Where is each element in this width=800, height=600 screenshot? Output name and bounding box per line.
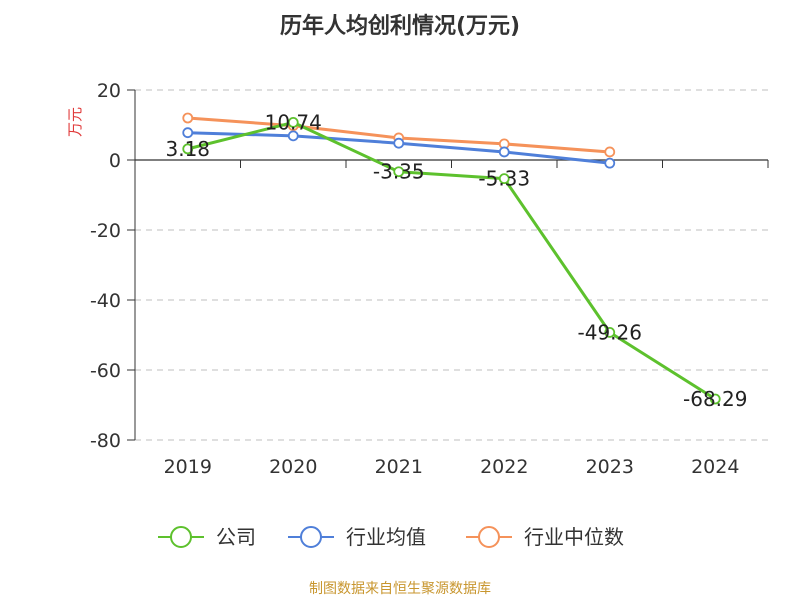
y-tick-label: 20	[97, 80, 121, 102]
series-line-0	[187, 120, 717, 401]
data-point	[604, 157, 616, 169]
data-point	[604, 327, 616, 338]
data-point	[182, 127, 194, 139]
data-point	[287, 130, 299, 142]
data-point	[393, 137, 405, 149]
data-label: 3.18	[165, 137, 210, 161]
x-tick-label: 2022	[480, 456, 528, 478]
legend-swatch-marker	[478, 526, 500, 548]
chart-title: 历年人均创利情况(万元)	[279, 14, 521, 39]
data-point	[498, 173, 510, 185]
y-tick-label: -60	[90, 360, 121, 382]
legend-swatch-marker	[300, 526, 322, 548]
data-point	[182, 143, 194, 155]
data-point	[604, 146, 616, 158]
y-tick-label: -40	[90, 290, 121, 312]
legend-swatch-marker	[170, 526, 192, 548]
x-tick-label: 2020	[269, 456, 317, 478]
data-labels: 3.18 10.74 -3.35 -5.33 -49.26 -68.29	[165, 110, 747, 411]
legend: 公司 行业均值 行业中位数	[158, 525, 624, 549]
data-label: -68.29	[683, 387, 747, 411]
legend-label: 行业中位数	[524, 525, 624, 549]
source-credit: 制图数据来自恒生聚源数据库	[309, 581, 491, 597]
legend-item: 行业均值	[288, 525, 426, 549]
legend-item: 公司	[158, 525, 256, 549]
y-tick-label: 0	[109, 150, 121, 172]
legend-label: 公司	[216, 525, 256, 549]
data-point	[182, 112, 194, 124]
data-label: -3.35	[373, 160, 425, 184]
data-point	[498, 146, 510, 158]
legend-label: 行业均值	[346, 525, 426, 549]
x-tick-label: 2019	[164, 456, 212, 478]
x-tick-label: 2024	[691, 456, 739, 478]
data-point	[709, 393, 721, 405]
y-tick-label: -20	[90, 220, 121, 242]
data-label: 10.74	[265, 110, 322, 134]
data-point	[287, 117, 299, 128]
y-tick-label: -80	[90, 430, 121, 452]
data-label: -49.26	[578, 320, 642, 344]
x-tick-label: 2023	[586, 456, 634, 478]
x-tick-label: 2021	[375, 456, 423, 478]
legend-item: 行业中位数	[466, 525, 624, 549]
y-axis-label: 万元	[66, 107, 84, 137]
data-label: -5.33	[478, 167, 530, 191]
series-lines	[182, 112, 721, 405]
grid-lines	[135, 89, 768, 441]
data-point	[393, 166, 405, 178]
axes: 20 0 -20 -40 -60 -80 2019 2020 2021 2022 2023 2024	[90, 80, 769, 478]
